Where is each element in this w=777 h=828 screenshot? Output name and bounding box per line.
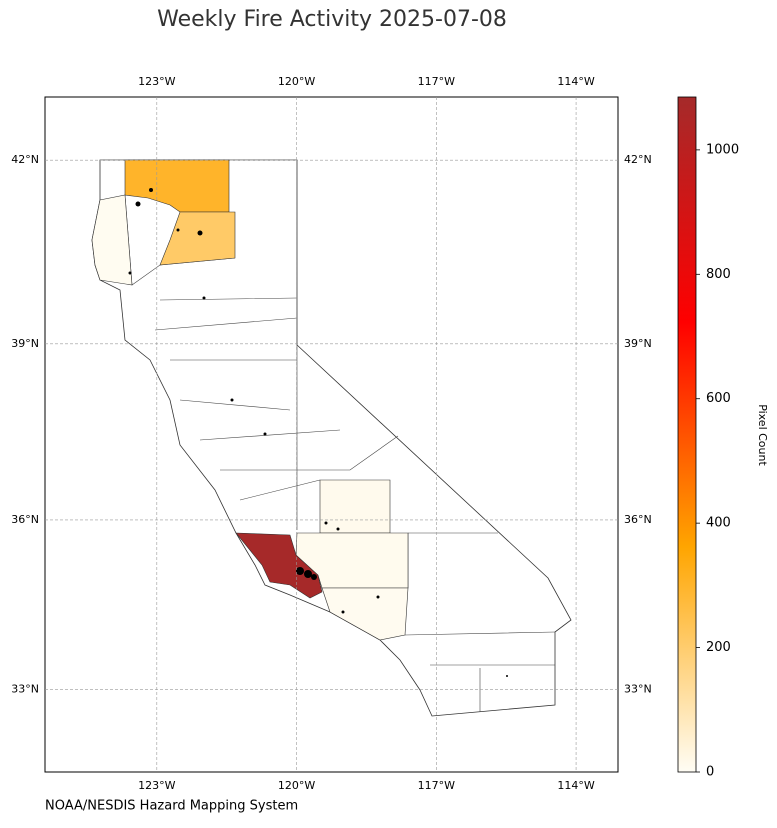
fire-dot — [336, 527, 340, 531]
y-tick-label: 33°N — [624, 682, 652, 695]
fire-dot — [263, 432, 267, 436]
fire-dot — [341, 610, 345, 614]
x-tick-label: 120°W — [278, 779, 315, 792]
y-tick-label: 42°N — [11, 153, 39, 166]
y-tick-label: 39°N — [624, 337, 652, 350]
colorbar-tick-label: 1000 — [706, 142, 739, 157]
x-tick-label: 123°W — [138, 75, 175, 88]
region — [91, 194, 133, 286]
region — [159, 211, 236, 266]
x-tick-label: 117°W — [418, 779, 455, 792]
colorbar-tick-label: 800 — [706, 267, 731, 282]
x-tick-label: 114°W — [557, 75, 594, 88]
colorbar-tick-label: 400 — [706, 516, 731, 531]
fire-dot — [296, 567, 304, 575]
source-note: NOAA/NESDIS Hazard Mapping System — [45, 799, 298, 814]
fire-dot — [197, 230, 203, 236]
y-tick-label: 36°N — [11, 513, 39, 526]
x-tick-label: 114°W — [557, 779, 594, 792]
colorbar — [677, 96, 697, 773]
fire-dot — [149, 188, 153, 192]
y-tick-label: 39°N — [11, 337, 39, 350]
fire-dot — [506, 675, 508, 677]
y-tick-label: 42°N — [624, 153, 652, 166]
chart-title: Weekly Fire Activity 2025-07-08 — [157, 7, 507, 32]
region — [124, 159, 230, 213]
region — [235, 532, 323, 599]
x-tick-label: 117°W — [418, 75, 455, 88]
x-tick-label: 123°W — [138, 779, 175, 792]
colorbar-label: Pixel Count — [756, 404, 769, 466]
fire-dot — [128, 271, 132, 275]
fire-detections — [128, 188, 508, 677]
colorbar-tick-label: 200 — [706, 640, 731, 655]
fire-dot — [135, 201, 141, 207]
fire-dot — [230, 398, 234, 402]
region — [321, 587, 409, 641]
fire-dot — [324, 521, 328, 525]
y-tick-label: 36°N — [624, 513, 652, 526]
fire-dot — [176, 228, 180, 232]
fire-dot — [304, 570, 312, 578]
fire-dot — [311, 574, 317, 580]
colorbar-tick-label: 600 — [706, 391, 731, 406]
fire-dot — [376, 595, 380, 599]
colorbar-tick-label: 0 — [706, 765, 714, 780]
y-tick-label: 33°N — [11, 682, 39, 695]
region — [319, 479, 391, 534]
fire-dot — [202, 296, 206, 300]
x-tick-label: 120°W — [278, 75, 315, 88]
